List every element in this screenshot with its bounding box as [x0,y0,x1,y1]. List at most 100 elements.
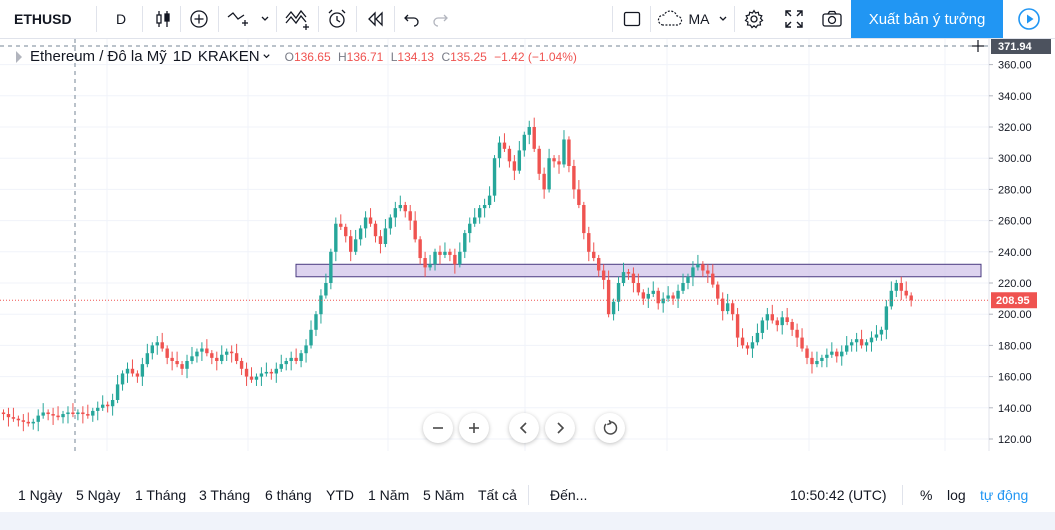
candle-body [115,384,120,400]
candle-body [636,283,641,293]
candle-body [854,339,859,343]
fullscreen-button[interactable] [779,0,809,38]
chevron-down-icon[interactable] [262,52,271,61]
candle-body [378,236,383,244]
candle-body [671,295,675,299]
redo-button[interactable] [426,0,454,38]
candle-body [383,228,388,244]
candle-body [587,233,591,252]
clock[interactable]: 10:50:42 (UTC) [790,487,887,503]
exchange-label[interactable]: KRAKEN [197,48,260,65]
candlestick-series [1,117,913,432]
candle-body [582,205,586,234]
candle-body [51,414,55,416]
alarm-add-icon [328,9,346,28]
last-price-label: 208.95 [996,295,1030,307]
publish-idea-button[interactable]: Xuất bản ý tưởng [851,0,1003,38]
candle-body [160,342,164,349]
play-button[interactable] [1003,0,1055,38]
line-tool-icon [227,12,248,26]
chart-type-button[interactable] [146,0,180,38]
price-tick-label: 120.00 [998,434,1032,446]
range-5d[interactable]: 5 Ngày [76,487,121,503]
candle-body [651,290,655,294]
candle-body [835,351,839,357]
price-tick-label: 340.00 [998,91,1032,103]
candle-body [572,166,576,190]
reset-icon [603,420,618,435]
layout-button[interactable] [616,0,648,38]
candle-body [616,283,621,302]
range-1y[interactable]: 1 Năm [368,487,410,503]
candle-body [289,357,293,361]
price-tick-label: 240.00 [998,247,1032,259]
candle-body [825,354,829,358]
candle-body [676,290,680,299]
candle-body [353,239,358,252]
line-tool-dropdown[interactable] [256,0,274,38]
candle-body [864,342,869,346]
cloud-save-button[interactable] [655,0,685,38]
interval-button[interactable]: D [115,11,127,27]
candle-body [36,415,40,422]
template-dropdown[interactable] [714,0,732,38]
range-3m[interactable]: 3 Tháng [199,487,251,503]
goto-date-button[interactable]: Đến... [550,487,588,503]
zoom-out-button[interactable] [423,413,453,443]
candle-body [597,258,601,271]
candle-body [140,364,145,377]
symbol-search-button[interactable]: ETHUSD [14,11,72,27]
candle-body [542,173,546,190]
undo-button[interactable] [398,0,426,38]
line-tool-button[interactable] [222,0,254,38]
range-1d[interactable]: 1 Ngày [18,487,63,503]
candle-body [656,290,660,304]
scroll-left-button[interactable] [509,413,539,443]
replay-button[interactable] [360,0,392,38]
candle-body [339,223,343,227]
scroll-right-button[interactable] [545,413,575,443]
price-axis[interactable]: 360.00 340.00 320.00 300.00 280.00 260.00 240.… [972,39,1055,451]
candle-body [324,283,328,296]
symbol-title[interactable]: Ethereum / Đô la Mỹ [30,48,167,65]
crosshair-add-icon[interactable] [972,40,984,52]
candle-body [701,264,705,271]
candle-body [363,217,368,229]
candle-body [735,314,740,338]
alert-button[interactable] [322,0,352,38]
candle-body [492,158,497,196]
range-6m[interactable]: 6 tháng [265,487,312,503]
candle-body [155,342,159,346]
candle-body [463,233,467,252]
drawing-tool-button[interactable] [280,0,314,38]
settings-button[interactable] [739,0,769,38]
log-scale-toggle[interactable]: log [947,487,966,503]
candle-body [269,371,274,374]
collapse-legend-icon[interactable] [14,50,24,64]
range-ytd[interactable]: YTD [326,487,354,503]
range-1m[interactable]: 1 Tháng [135,487,187,503]
candle-body [725,303,730,312]
zoom-in-button[interactable] [459,413,489,443]
candle-body [641,292,646,299]
auto-scale-toggle[interactable]: tự động [980,487,1029,503]
candle-body [800,337,804,349]
price-chart[interactable]: 360.00 340.00 320.00 300.00 280.00 260.00 240.… [0,39,1055,451]
price-tick-label: 160.00 [998,372,1032,384]
candle-body [190,356,194,361]
range-all[interactable]: Tất cả [478,487,517,503]
candle-body [448,251,452,255]
candle-body [368,217,373,224]
add-indicator-button[interactable] [184,0,214,38]
candle-body [16,418,21,421]
template-name[interactable]: MA [688,11,710,27]
snapshot-button[interactable] [817,0,847,38]
range-5y[interactable]: 5 Năm [423,487,465,503]
candle-body [706,270,710,274]
candle-body [125,368,130,374]
candle-body [755,332,760,343]
reset-chart-button[interactable] [595,413,625,443]
chevron-down-icon [261,16,269,21]
percent-scale-toggle[interactable]: % [920,487,933,503]
candle-body [403,205,407,212]
